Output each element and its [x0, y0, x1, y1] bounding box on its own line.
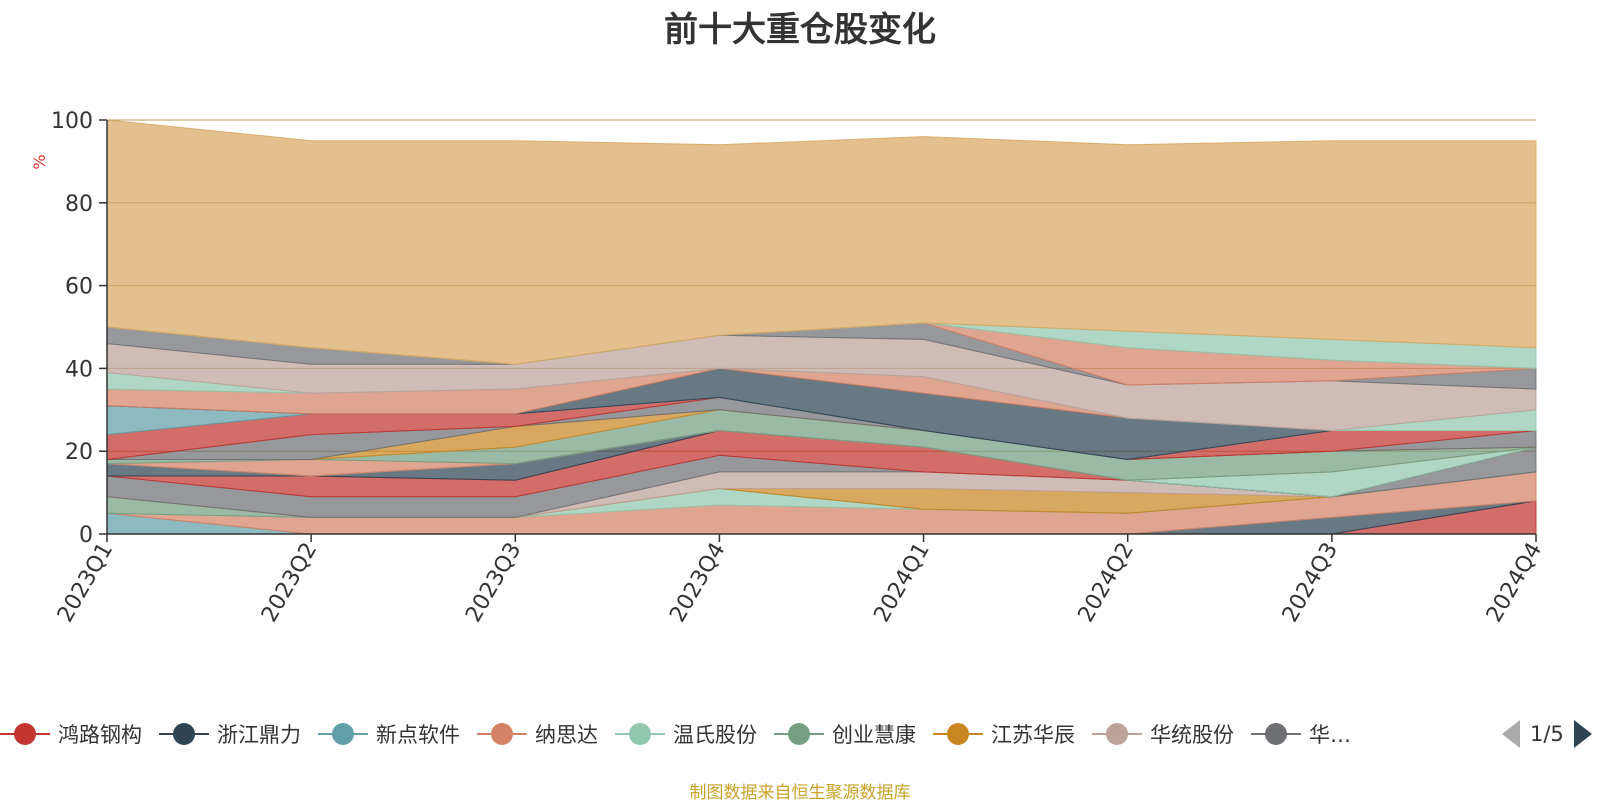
x-tick-label-2023Q3: 2023Q3: [461, 539, 526, 627]
legend-items: 鸿路钢构 浙江鼎力 新点软件 纳思达 温氏股份 创业慧康 江苏华辰 华统股份 华…: [0, 712, 1482, 756]
legend-item-3[interactable]: 新点软件: [318, 712, 460, 756]
legend-label: 华…: [1309, 723, 1351, 747]
legend-label: 创业慧康: [832, 723, 916, 747]
x-tick-label-2023Q4: 2023Q4: [665, 539, 730, 627]
y-tick-label-60: 60: [65, 275, 93, 300]
legend-marker-icon: [477, 722, 527, 746]
x-tick-label-2023Q1: 2023Q1: [53, 539, 118, 627]
x-tick-label-2024Q2: 2024Q2: [1074, 539, 1139, 627]
chart-title: 前十大重仓股变化: [664, 10, 936, 50]
legend-marker-icon: [933, 722, 983, 746]
legend-item-2[interactable]: 浙江鼎力: [159, 712, 301, 756]
y-tick-label-100: 100: [51, 109, 93, 134]
legend-marker-icon: [1251, 722, 1301, 746]
y-tick-labels: 0 20 40 60 80 100: [51, 109, 93, 548]
legend-label: 新点软件: [376, 723, 460, 747]
y-tick-label-20: 20: [65, 440, 93, 465]
legend-label: 鸿路钢构: [58, 723, 142, 747]
legend-marker-icon: [774, 722, 824, 746]
legend-item-9[interactable]: 华…: [1251, 712, 1351, 756]
x-tick-label-2024Q4: 2024Q4: [1482, 539, 1547, 627]
legend-item-7[interactable]: 江苏华辰: [933, 712, 1075, 756]
area-series-26: [106, 119, 1537, 365]
legend-page-indicator: 1/5: [1530, 722, 1564, 746]
y-tick-label-0: 0: [79, 523, 93, 548]
legend-item-6[interactable]: 创业慧康: [774, 712, 916, 756]
legend-next-page-button[interactable]: [1573, 720, 1592, 748]
x-tick-labels: 2023Q1 2023Q2 2023Q3 2023Q4 2024Q1 2024Q2 2024…: [53, 539, 1547, 627]
legend-item-8[interactable]: 华统股份: [1092, 712, 1234, 756]
legend-marker-icon: [159, 722, 209, 746]
legend-item-4[interactable]: 纳思达: [477, 712, 598, 756]
source-note: 制图数据来自恒生聚源数据库: [689, 783, 911, 803]
legend-label: 纳思达: [535, 723, 598, 747]
legend-label: 浙江鼎力: [217, 723, 301, 747]
legend-label: 江苏华辰: [991, 723, 1075, 747]
legend-prev-page-button[interactable]: [1502, 720, 1520, 748]
axes: [99, 119, 1537, 542]
legend-marker-icon: [1092, 722, 1142, 746]
legend-label: 温氏股份: [673, 723, 757, 747]
x-tick-label-2024Q1: 2024Q1: [869, 539, 934, 627]
x-tick-label-2024Q3: 2024Q3: [1278, 539, 1343, 627]
legend-marker-icon: [615, 722, 665, 746]
y-axis-label: %: [30, 154, 49, 169]
legend-marker-icon: [0, 722, 50, 746]
legend-pager: 1/5: [1498, 712, 1600, 756]
legend-item-5[interactable]: 温氏股份: [615, 712, 757, 756]
legend: 鸿路钢构 浙江鼎力 新点软件 纳思达 温氏股份 创业慧康 江苏华辰 华统股份 华… 1/5: [0, 712, 1600, 756]
y-tick-label-80: 80: [65, 192, 93, 217]
legend-marker-icon: [318, 722, 368, 746]
legend-item-1[interactable]: 鸿路钢构: [0, 712, 142, 756]
y-tick-label-40: 40: [65, 357, 93, 382]
area-series: [106, 119, 1537, 535]
legend-label: 华统股份: [1150, 723, 1234, 747]
x-tick-label-2023Q2: 2023Q2: [257, 539, 322, 627]
